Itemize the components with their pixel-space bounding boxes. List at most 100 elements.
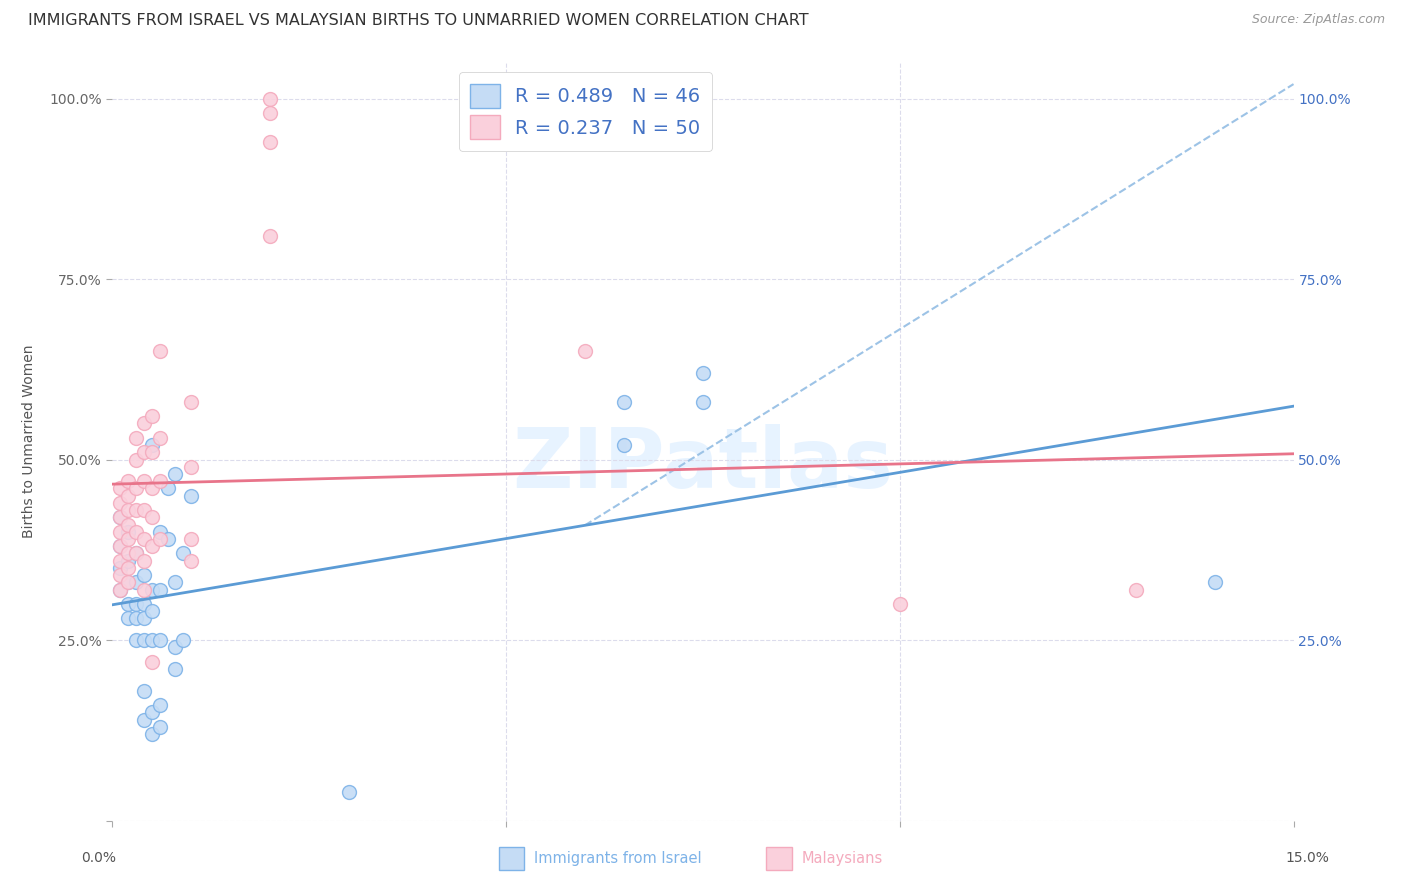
Point [132,597,155,611]
Point [132,683,155,698]
Point [132,611,155,625]
Text: Source: ZipAtlas.com: Source: ZipAtlas.com [1251,13,1385,27]
Point [125,524,148,539]
Point [149,720,172,734]
Point [172,633,194,648]
Point [337,785,360,799]
Point [125,482,148,496]
Point [180,394,202,409]
Point [110,582,132,597]
Point [141,706,163,720]
Point [110,496,132,510]
Point [132,445,155,459]
Point [165,662,187,676]
Point [132,633,155,648]
Point [156,532,179,546]
Point [125,575,148,590]
Point [110,561,132,575]
Point [692,366,714,380]
Point [180,459,202,474]
Point [141,727,163,741]
Point [125,611,148,625]
Point [125,452,148,467]
Point [125,503,148,517]
Point [110,482,132,496]
Point [574,344,596,359]
Point [110,554,132,568]
Point [110,510,132,524]
Point [165,467,187,481]
Point [149,524,172,539]
Point [125,546,148,560]
Point [117,475,139,489]
Text: 15.0%: 15.0% [1285,851,1330,865]
Point [1125,582,1147,597]
Point [180,489,202,503]
Point [156,482,179,496]
Point [117,575,139,590]
Text: 0.0%: 0.0% [82,851,115,865]
Point [889,597,911,611]
Point [141,604,163,618]
Text: ZIPatlas: ZIPatlas [513,424,893,505]
Point [125,431,148,445]
Point [1204,575,1226,590]
Point [117,611,139,625]
Point [180,532,202,546]
Text: IMMIGRANTS FROM ISRAEL VS MALAYSIAN BIRTHS TO UNMARRIED WOMEN CORRELATION CHART: IMMIGRANTS FROM ISRAEL VS MALAYSIAN BIRT… [28,13,808,29]
Point [117,532,139,546]
Point [141,482,163,496]
Point [110,510,132,524]
Point [172,546,194,560]
Point [117,554,139,568]
Point [180,554,202,568]
Point [132,713,155,727]
Point [149,475,172,489]
Point [165,575,187,590]
Point [117,489,139,503]
Point [613,394,636,409]
Point [165,640,187,655]
Point [110,568,132,582]
Point [692,394,714,409]
Point [110,539,132,553]
Point [141,582,163,597]
Point [125,546,148,560]
Point [141,633,163,648]
Point [117,561,139,575]
Point [117,503,139,517]
Point [259,135,281,149]
Legend: R = 0.489   N = 46, R = 0.237   N = 50: R = 0.489 N = 46, R = 0.237 N = 50 [458,72,711,151]
Point [132,554,155,568]
Point [110,582,132,597]
Point [132,582,155,597]
Point [117,597,139,611]
Point [149,431,172,445]
Point [132,532,155,546]
Point [117,517,139,532]
Point [613,438,636,452]
Point [117,546,139,560]
Y-axis label: Births to Unmarried Women: Births to Unmarried Women [21,345,35,538]
Point [132,417,155,431]
Point [259,91,281,105]
Point [132,475,155,489]
Point [141,655,163,669]
Point [149,582,172,597]
Text: Malaysians: Malaysians [801,851,883,865]
Point [117,524,139,539]
Point [141,539,163,553]
Point [149,633,172,648]
Text: Immigrants from Israel: Immigrants from Israel [534,851,702,865]
Point [132,568,155,582]
Point [125,597,148,611]
Point [149,344,172,359]
Point [125,633,148,648]
Point [259,106,281,120]
Point [110,539,132,553]
Point [110,524,132,539]
Point [132,503,155,517]
Point [141,438,163,452]
Point [149,698,172,712]
Point [141,409,163,424]
